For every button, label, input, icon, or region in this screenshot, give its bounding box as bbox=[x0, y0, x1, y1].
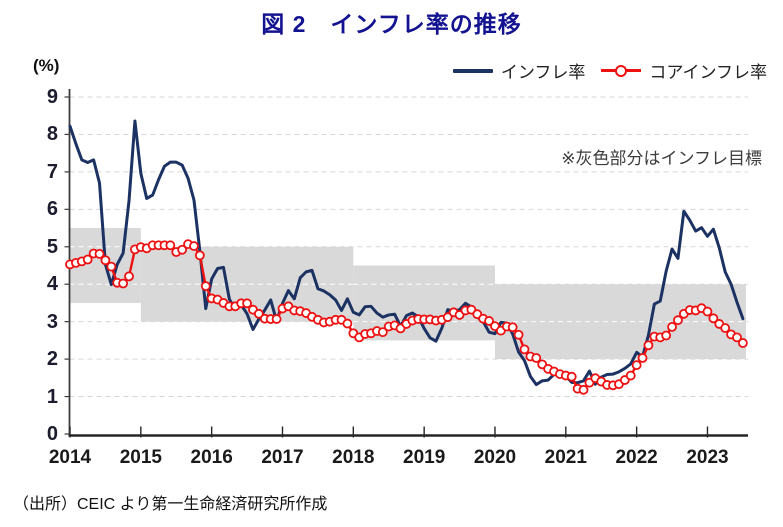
source-note: （出所）CEIC より第一生命経済研究所作成 bbox=[13, 496, 328, 513]
x-tick-label: 2015 bbox=[119, 447, 162, 468]
chart-legend: インフレ率 コアインフレ率 bbox=[452, 58, 767, 83]
x-tick-label: 2014 bbox=[48, 447, 92, 468]
target-band-annotation: ※灰色部分はインフレ目標 bbox=[561, 149, 762, 168]
x-tick-label: 2017 bbox=[261, 447, 304, 468]
x-tick-label: 2023 bbox=[686, 447, 729, 468]
chart-title: 図 2 インフレ率の推移 bbox=[261, 11, 522, 37]
y-tick-label: 9 bbox=[46, 86, 58, 108]
legend-label-core: コアインフレ率 bbox=[649, 63, 767, 82]
y-tick-label: 6 bbox=[46, 198, 58, 221]
y-tick-label: 4 bbox=[46, 273, 58, 296]
x-tick-label: 2018 bbox=[332, 447, 375, 468]
headline-line-swatch-icon bbox=[452, 68, 493, 73]
y-tick-label: 3 bbox=[46, 310, 58, 333]
x-tick-label: 2021 bbox=[544, 447, 587, 468]
y-tick-label: 8 bbox=[46, 123, 58, 146]
core-line-swatch-icon bbox=[601, 64, 642, 77]
y-tick-label: 5 bbox=[46, 235, 58, 258]
y-axis-unit-label: (%) bbox=[33, 56, 60, 75]
legend-label-headline: インフレ率 bbox=[500, 63, 586, 82]
legend-item-headline: インフレ率 bbox=[452, 58, 586, 83]
x-tick-label: 2016 bbox=[190, 447, 233, 468]
y-tick-label: 0 bbox=[46, 423, 58, 445]
x-tick-label: 2022 bbox=[615, 447, 658, 468]
y-tick-label: 2 bbox=[46, 348, 58, 371]
y-tick-label: 7 bbox=[46, 160, 58, 183]
x-tick-label: 2019 bbox=[403, 447, 446, 468]
x-tick-label: 2020 bbox=[473, 447, 517, 468]
open-circle-marker-icon bbox=[615, 64, 628, 77]
y-tick-label: 1 bbox=[46, 385, 58, 408]
legend-item-core: コアインフレ率 bbox=[601, 58, 767, 83]
